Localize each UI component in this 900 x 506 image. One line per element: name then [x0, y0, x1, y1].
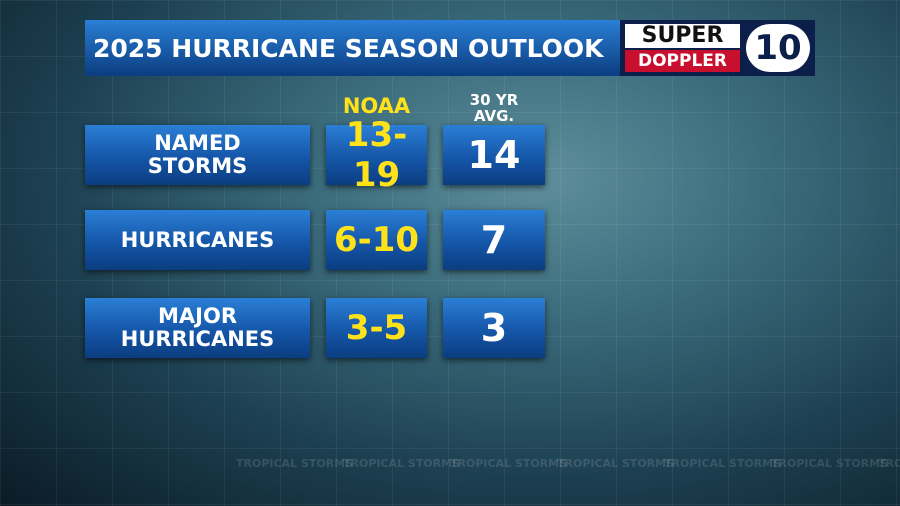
row-label: MAJOR HURRICANES [85, 298, 310, 358]
logo-number: 10 [746, 24, 810, 72]
average-value: 7 [443, 210, 545, 270]
noaa-value: 6-10 [326, 210, 427, 270]
watermark: TROPICAL STORMS [343, 457, 461, 470]
watermark: TROPICAL STORMS [557, 457, 675, 470]
column-header: NOAA [342, 94, 411, 118]
column-header: 30 YR AVG. [469, 91, 519, 125]
noaa-value: 3-5 [326, 298, 427, 358]
logo-super: SUPER [625, 24, 740, 48]
watermark: TROPICAL STORMS [664, 457, 782, 470]
title: 2025 HURRICANE SEASON OUTLOOK [85, 20, 620, 76]
average-value: 14 [443, 125, 545, 185]
logo: SUPER DOPPLER 10 [620, 20, 815, 76]
row-label: HURRICANES [85, 210, 310, 270]
watermark: TROPICAL STORMS [450, 457, 568, 470]
watermark: TROPICAL STORMS [878, 457, 900, 470]
row-label: NAMED STORMS [85, 125, 310, 185]
noaa-value: 13-19 [326, 115, 427, 195]
watermark: TROPICAL STORMS [771, 457, 889, 470]
watermark: TROPICAL STORMS [236, 457, 354, 470]
logo-doppler: DOPPLER [625, 50, 740, 72]
average-value: 3 [443, 298, 545, 358]
